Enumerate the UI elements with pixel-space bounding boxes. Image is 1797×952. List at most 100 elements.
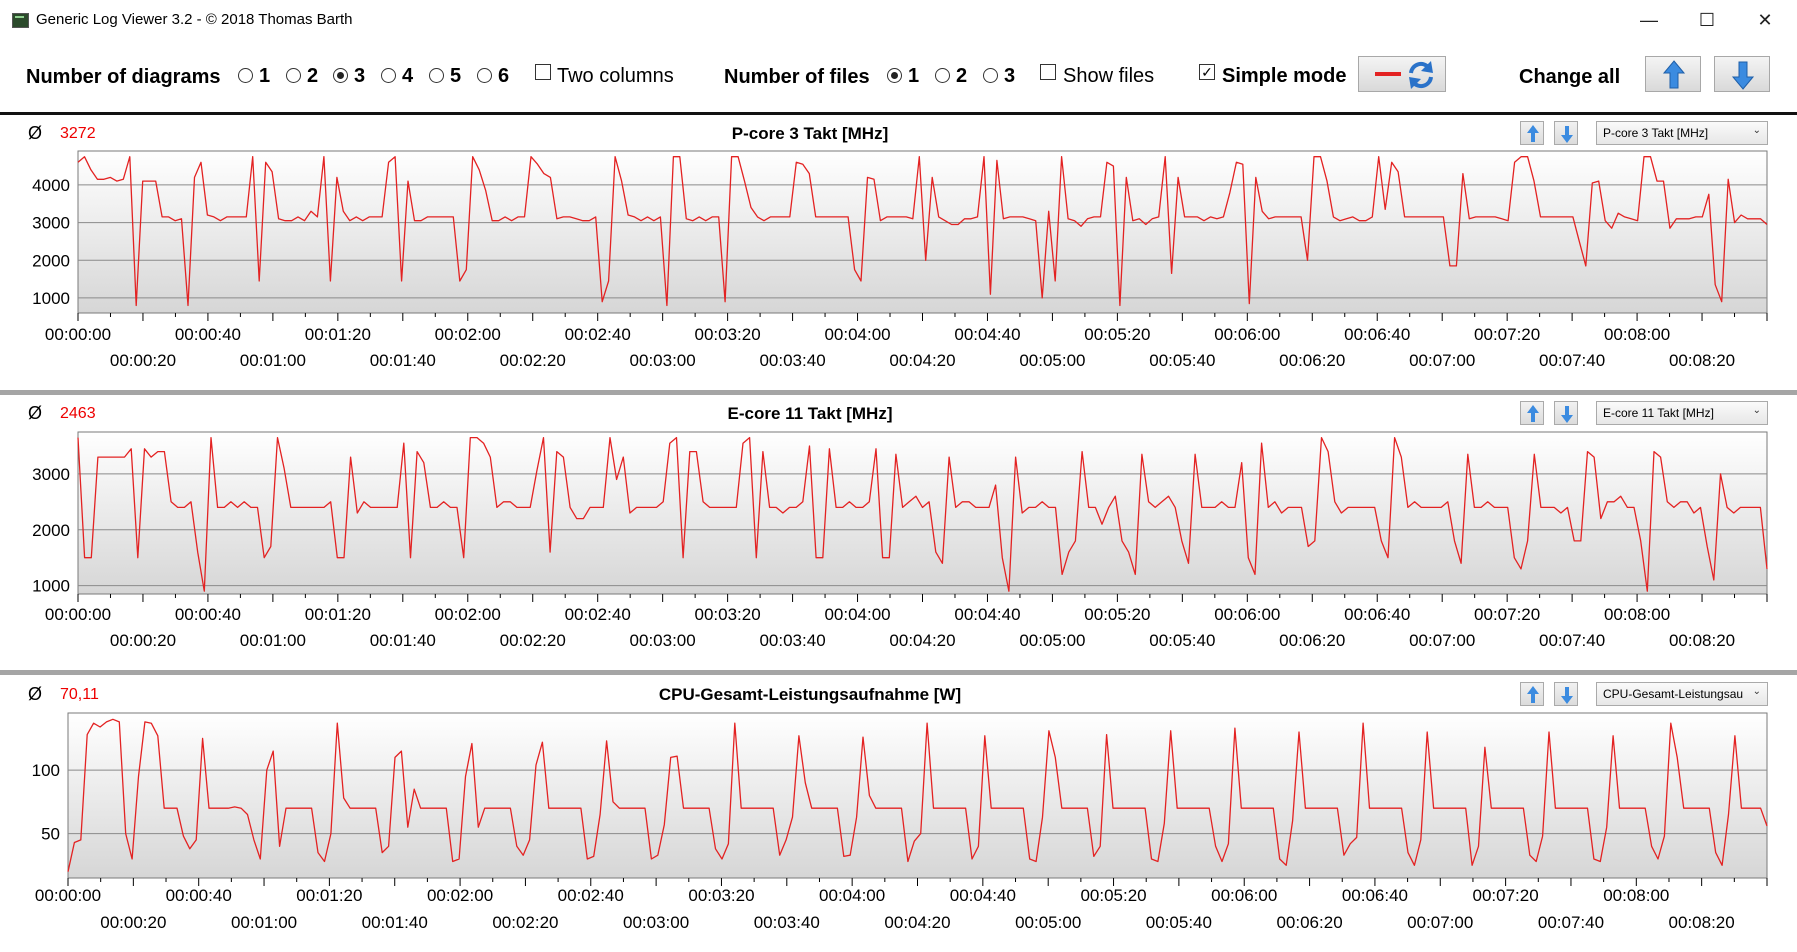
x-tick-label: 00:05:00 xyxy=(1015,913,1081,932)
arrow-up-icon xyxy=(1527,125,1539,142)
x-tick-label: 00:04:40 xyxy=(954,325,1020,344)
sensor-select[interactable]: E-core 11 Takt [MHz] ⌄ xyxy=(1596,401,1768,425)
y-tick-label: 4000 xyxy=(32,176,70,195)
arrow-up-icon xyxy=(1527,405,1539,422)
arrow-up-icon xyxy=(1662,60,1686,89)
x-tick-label: 00:06:40 xyxy=(1344,325,1410,344)
x-tick-label: 00:05:20 xyxy=(1084,325,1150,344)
x-tick-label: 00:00:40 xyxy=(175,605,241,624)
x-tick-label: 00:06:20 xyxy=(1279,631,1345,650)
diagrams-option-2: 2 xyxy=(307,65,319,87)
average-value: 2463 xyxy=(60,405,96,422)
x-tick-label: 00:07:20 xyxy=(1474,325,1540,344)
y-tick-label: 3000 xyxy=(32,465,70,484)
change-all-down-button[interactable] xyxy=(1714,56,1770,92)
x-tick-label: 00:05:00 xyxy=(1019,351,1085,370)
y-tick-label: 50 xyxy=(41,825,60,844)
y-tick-label: 2000 xyxy=(32,251,70,270)
move-up-button[interactable] xyxy=(1520,682,1544,706)
x-tick-label: 00:01:00 xyxy=(240,351,306,370)
x-tick-label: 00:02:20 xyxy=(500,351,566,370)
app-icon xyxy=(12,13,29,28)
files-option-1: 1 xyxy=(908,65,920,87)
x-tick-label: 00:06:20 xyxy=(1279,351,1345,370)
x-tick-label: 00:03:20 xyxy=(695,325,761,344)
move-down-button[interactable] xyxy=(1554,121,1578,145)
diagrams-radio-5[interactable] xyxy=(429,68,444,83)
show-files-checkbox[interactable] xyxy=(1040,64,1056,80)
title-bar: Generic Log Viewer 3.2 - © 2018 Thomas B… xyxy=(0,0,1797,40)
sensor-select-value: CPU-Gesamt-Leistungsau xyxy=(1603,687,1744,701)
diagrams-radio-6[interactable] xyxy=(477,68,492,83)
x-tick-label: 00:04:00 xyxy=(824,605,890,624)
diagrams-radio-4[interactable] xyxy=(381,68,396,83)
sensor-select[interactable]: CPU-Gesamt-Leistungsau ⌄ xyxy=(1596,682,1768,706)
diagrams-option-4: 4 xyxy=(402,65,414,87)
x-tick-label: 00:07:40 xyxy=(1538,913,1604,932)
x-tick-label: 00:08:20 xyxy=(1669,631,1735,650)
x-tick-label: 00:00:00 xyxy=(35,886,101,905)
x-tick-label: 00:03:40 xyxy=(754,913,820,932)
sensor-select[interactable]: P-core 3 Takt [MHz] ⌄ xyxy=(1596,121,1768,145)
x-tick-label: 00:03:00 xyxy=(630,351,696,370)
average-symbol: Ø xyxy=(28,684,43,704)
x-tick-label: 00:06:00 xyxy=(1214,325,1280,344)
y-tick-label: 3000 xyxy=(32,214,70,233)
series-line xyxy=(77,436,1768,592)
move-up-button[interactable] xyxy=(1520,401,1544,425)
move-down-button[interactable] xyxy=(1554,401,1578,425)
y-tick-label: 1000 xyxy=(32,577,70,596)
x-tick-label: 00:00:20 xyxy=(110,351,176,370)
files-radio-3[interactable] xyxy=(983,68,998,83)
diagrams-radio-1[interactable] xyxy=(238,68,253,83)
files-radio-1[interactable] xyxy=(887,68,902,83)
simple-mode-checkbox[interactable]: ✓ xyxy=(1199,64,1215,80)
x-tick-label: 00:06:00 xyxy=(1211,886,1277,905)
minimize-button[interactable]: — xyxy=(1640,9,1658,30)
change-all-up-button[interactable] xyxy=(1645,56,1701,92)
x-tick-label: 00:07:00 xyxy=(1407,913,1473,932)
diagrams-radio-2[interactable] xyxy=(286,68,301,83)
arrow-down-icon xyxy=(1561,406,1573,423)
show-files-label: Show files xyxy=(1063,65,1155,87)
x-tick-label: 00:02:40 xyxy=(558,886,624,905)
x-tick-label: 00:01:00 xyxy=(240,631,306,650)
close-button[interactable]: ✕ xyxy=(1757,9,1773,30)
x-tick-label: 00:04:00 xyxy=(819,886,885,905)
arrow-down-icon xyxy=(1561,687,1573,704)
sensor-select-value: P-core 3 Takt [MHz] xyxy=(1603,126,1709,140)
files-option-3: 3 xyxy=(1004,65,1016,87)
x-tick-label: 00:02:40 xyxy=(565,325,631,344)
maximize-button[interactable]: ☐ xyxy=(1698,9,1716,30)
x-tick-label: 00:05:00 xyxy=(1019,631,1085,650)
diagrams-radio-3[interactable] xyxy=(333,68,348,83)
chevron-down-icon: ⌄ xyxy=(1752,405,1761,416)
x-tick-label: 00:04:20 xyxy=(889,351,955,370)
x-tick-label: 00:01:20 xyxy=(305,605,371,624)
toolbar-divider xyxy=(0,112,1797,115)
files-radio-2[interactable] xyxy=(935,68,950,83)
x-tick-label: 00:02:00 xyxy=(435,325,501,344)
x-tick-label: 00:08:00 xyxy=(1604,605,1670,624)
x-tick-label: 00:07:40 xyxy=(1539,351,1605,370)
red-line-icon xyxy=(1375,72,1401,76)
move-up-button[interactable] xyxy=(1520,121,1544,145)
x-tick-label: 00:05:40 xyxy=(1149,631,1215,650)
change-all-label: Change all xyxy=(1519,66,1621,88)
diagrams-option-5: 5 xyxy=(450,65,462,87)
move-down-button[interactable] xyxy=(1554,682,1578,706)
average-symbol: Ø xyxy=(28,403,43,423)
x-tick-label: 00:01:00 xyxy=(231,913,297,932)
two-columns-label: Two columns xyxy=(557,65,674,87)
two-columns-checkbox[interactable] xyxy=(535,64,551,80)
diagrams-option-1: 1 xyxy=(259,65,271,87)
number-of-diagrams-label: Number of diagrams xyxy=(26,66,221,88)
x-tick-label: 00:06:20 xyxy=(1276,913,1342,932)
y-tick-label: 1000 xyxy=(32,289,70,308)
x-tick-label: 00:03:40 xyxy=(759,351,825,370)
x-tick-label: 00:07:00 xyxy=(1409,631,1475,650)
line-style-refresh-button[interactable] xyxy=(1358,56,1446,92)
